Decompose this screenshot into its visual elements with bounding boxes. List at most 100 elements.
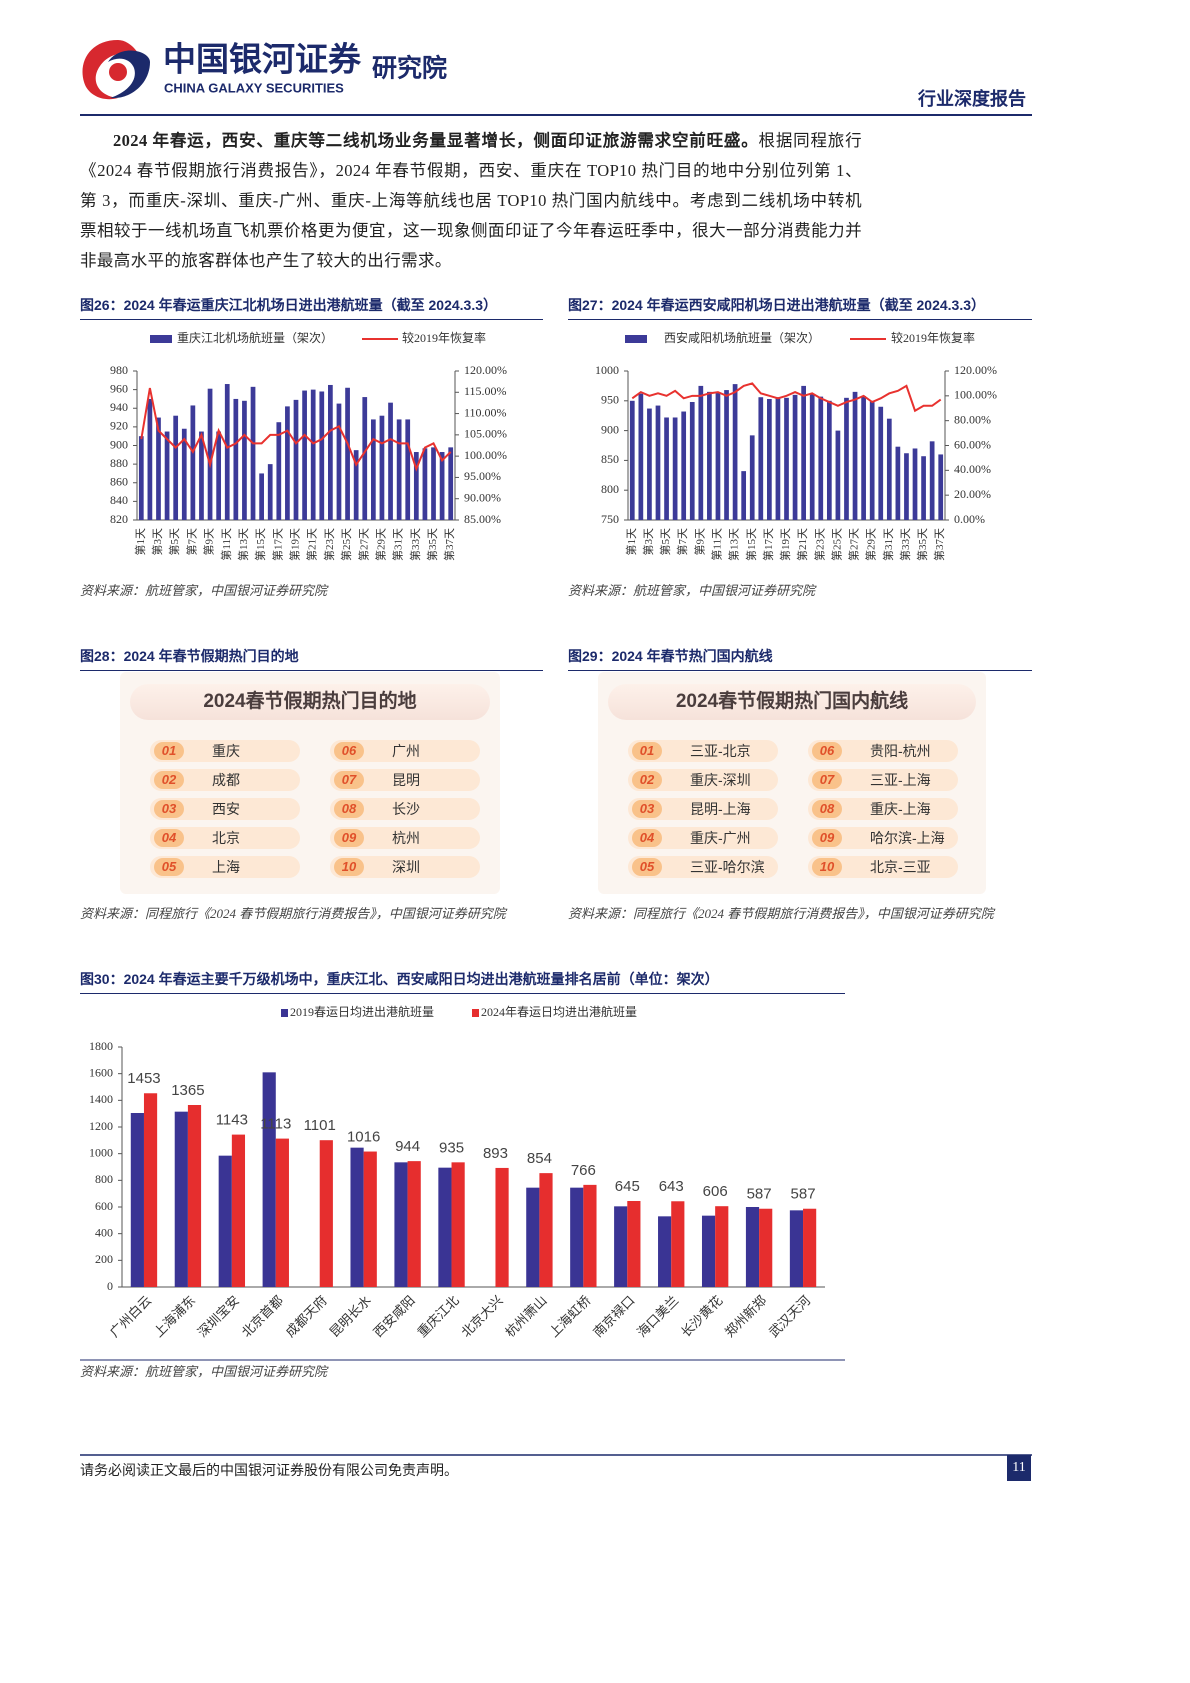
rank-badge: 01 <box>154 742 184 760</box>
bar <box>789 1210 804 1287</box>
x-tick-label: 北京大兴 <box>458 1293 505 1340</box>
x-tick-label: 第7天 <box>675 528 689 556</box>
x-tick-label: 第27天 <box>356 528 370 561</box>
rank-name: 昆明-上海 <box>690 801 751 817</box>
bar <box>732 384 738 520</box>
bar <box>156 417 161 520</box>
figure-image: 2024春节假期热门目的地 01 重庆 02 成都 03 西安 04 北京 05 上海 06 广州 07… <box>120 672 500 894</box>
line-series <box>631 382 942 413</box>
bar <box>207 388 213 520</box>
bar <box>174 1111 188 1287</box>
data-label: 1365 <box>171 1082 204 1099</box>
rank-name: 北京 <box>212 830 240 846</box>
bar <box>818 396 824 520</box>
rank-row: 03 昆明-上海 <box>628 798 778 820</box>
legend-label: 较2019年恢复率 <box>402 330 486 345</box>
data-label: 645 <box>615 1178 640 1195</box>
x-tick-label: 第13天 <box>236 528 250 561</box>
rank-badge: 03 <box>632 800 662 818</box>
data-label: 854 <box>527 1150 552 1167</box>
y2-tick-label: 115.00% <box>464 384 507 398</box>
bar <box>363 1151 377 1287</box>
bar <box>448 447 454 520</box>
x-tick-label: 第9天 <box>202 528 216 556</box>
bar <box>929 441 935 520</box>
x-tick-label: 第23天 <box>812 528 826 561</box>
rank-badge: 07 <box>812 771 842 789</box>
bar <box>758 397 764 520</box>
bar <box>658 1216 672 1287</box>
legend-swatch <box>625 335 647 343</box>
bar <box>707 391 712 520</box>
company-name-en: CHINA GALAXY SECURITIES <box>164 80 344 95</box>
rank-name: 三亚-哈尔滨 <box>690 859 765 875</box>
page-number: 11 <box>1007 1455 1031 1481</box>
data-label: 1113 <box>260 1116 291 1133</box>
x-tick-label: 武汉天河 <box>766 1293 813 1340</box>
x-tick-label: 第1天 <box>624 528 638 556</box>
bar <box>749 435 755 520</box>
y2-tick-label: 80.00% <box>954 412 991 426</box>
y2-tick-label: 100.00% <box>464 448 507 462</box>
bar <box>681 411 687 520</box>
bar <box>143 1093 158 1287</box>
y-tick-label: 1000 <box>595 363 619 377</box>
rank-badge: 07 <box>334 771 364 789</box>
paragraph-lead: 2024 年春运，西安、重庆等二线机场业务量显著增长，侧面印证旅游需求空前旺盛。 <box>113 131 759 150</box>
bar <box>614 1206 628 1287</box>
rank-badge: 09 <box>812 829 842 847</box>
x-tick-label: 海口美兰 <box>634 1293 681 1340</box>
bar <box>878 406 884 520</box>
y-tick-label: 1600 <box>89 1065 113 1079</box>
rank-badge: 01 <box>632 742 662 760</box>
bar <box>861 396 866 520</box>
x-tick-label: 第29天 <box>864 528 878 561</box>
x-tick-label: 第35天 <box>915 528 929 561</box>
paragraph: 2024 年春运，西安、重庆等二线机场业务量显著增长，侧面印证旅游需求空前旺盛。… <box>80 126 862 276</box>
y2-tick-label: 40.00% <box>954 462 991 476</box>
y-tick-label: 1400 <box>89 1092 113 1106</box>
y2-tick-label: 105.00% <box>464 427 507 441</box>
bar <box>826 400 832 520</box>
y2-tick-label: 0.00% <box>954 512 985 526</box>
bar <box>570 1187 584 1287</box>
rank-badge: 03 <box>154 800 184 818</box>
data-label: 766 <box>571 1162 596 1179</box>
y-tick-label: 750 <box>601 512 619 526</box>
y-tick-label: 960 <box>110 381 128 395</box>
rank-row: 07 昆明 <box>330 769 480 791</box>
rank-badge: 10 <box>334 858 364 876</box>
figure-source: 资料来源：同程旅行《2024 春节假期旅行消费报告》，中国银河证券研究院 <box>568 906 994 921</box>
banner: 2024春节假期热门国内航线 <box>608 684 976 720</box>
y-tick-label: 0 <box>107 1279 113 1293</box>
bar <box>664 417 669 520</box>
y2-tick-label: 85.00% <box>464 512 501 526</box>
rank-name: 重庆 <box>212 743 240 759</box>
x-tick-label: 南京禄口 <box>590 1293 637 1340</box>
bar <box>319 1140 333 1287</box>
y-tick-label: 1200 <box>89 1119 113 1133</box>
y-tick-label: 1800 <box>89 1039 113 1053</box>
y-tick-label: 920 <box>110 419 128 433</box>
bar <box>138 436 144 520</box>
rank-name: 三亚-上海 <box>870 772 931 788</box>
legend-swatch <box>150 335 172 343</box>
y-tick-label: 940 <box>110 400 128 414</box>
rank-name: 重庆-上海 <box>870 801 931 817</box>
rank-badge: 05 <box>632 858 662 876</box>
y-tick-label: 980 <box>110 363 128 377</box>
figure-source: 资料来源：航班管家，中国银河证券研究院 <box>80 583 328 598</box>
data-label: 643 <box>659 1178 684 1195</box>
bar <box>388 402 393 520</box>
bar <box>218 1155 232 1287</box>
y-tick-label: 900 <box>601 422 619 436</box>
legend-label: 较2019年恢复率 <box>891 330 975 345</box>
rank-row: 06 广州 <box>330 740 480 762</box>
y-tick-label: 820 <box>110 512 128 526</box>
bar <box>655 405 661 520</box>
bar <box>629 400 635 520</box>
y2-tick-label: 110.00% <box>464 405 507 419</box>
x-tick-label: 第5天 <box>167 528 181 556</box>
rank-badge: 02 <box>632 771 662 789</box>
